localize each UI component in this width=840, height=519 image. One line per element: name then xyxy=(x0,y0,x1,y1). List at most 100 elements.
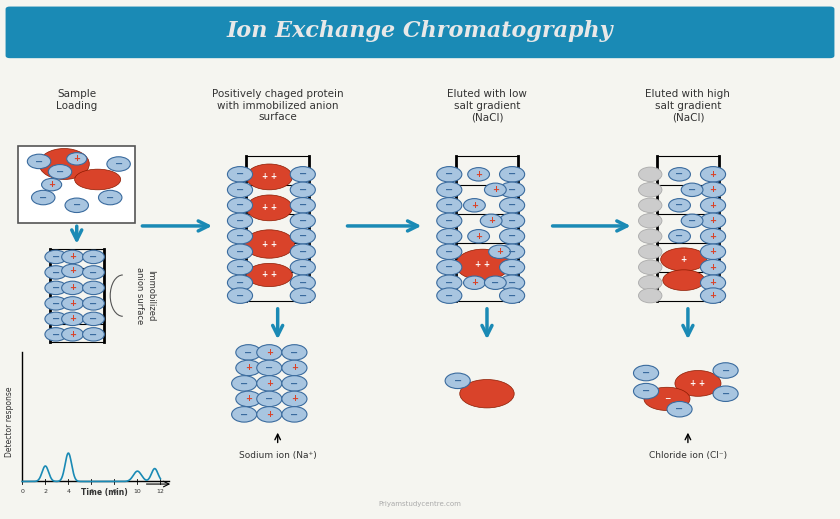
Text: +: + xyxy=(69,266,76,276)
Circle shape xyxy=(437,167,462,182)
Circle shape xyxy=(45,327,66,341)
Text: +: + xyxy=(245,394,252,403)
Circle shape xyxy=(291,198,315,213)
Text: −: − xyxy=(642,368,650,378)
Circle shape xyxy=(713,386,738,402)
Text: −: − xyxy=(675,404,684,414)
Circle shape xyxy=(45,266,66,279)
Text: −: − xyxy=(236,262,244,272)
Circle shape xyxy=(489,245,511,258)
Text: −: − xyxy=(56,167,64,177)
Text: −: − xyxy=(722,389,730,399)
Text: +: + xyxy=(475,170,482,179)
Text: Sodium ion (Na⁺): Sodium ion (Na⁺) xyxy=(239,450,317,459)
Text: −: − xyxy=(299,169,307,180)
Circle shape xyxy=(228,213,253,228)
Text: −: − xyxy=(52,330,60,339)
Circle shape xyxy=(437,260,462,275)
Text: −: − xyxy=(236,169,244,180)
Circle shape xyxy=(232,376,257,391)
Circle shape xyxy=(45,281,66,295)
Text: −: − xyxy=(52,314,60,324)
Circle shape xyxy=(638,183,662,197)
Text: −: − xyxy=(299,262,307,272)
Text: 8: 8 xyxy=(113,489,117,494)
Circle shape xyxy=(500,260,525,275)
Ellipse shape xyxy=(455,249,510,280)
Circle shape xyxy=(701,244,726,260)
Circle shape xyxy=(232,406,257,422)
Text: + +: + + xyxy=(262,172,277,182)
Ellipse shape xyxy=(246,263,292,286)
Ellipse shape xyxy=(661,248,706,271)
FancyBboxPatch shape xyxy=(18,146,135,223)
Text: +: + xyxy=(496,247,503,256)
Circle shape xyxy=(65,198,88,212)
Circle shape xyxy=(61,250,83,264)
Circle shape xyxy=(701,167,726,182)
Circle shape xyxy=(500,288,525,304)
Circle shape xyxy=(45,297,66,310)
Text: −: − xyxy=(508,185,516,195)
Circle shape xyxy=(480,214,502,227)
Text: −: − xyxy=(299,200,307,210)
Circle shape xyxy=(638,167,662,182)
Circle shape xyxy=(681,214,703,227)
Text: −: − xyxy=(89,330,97,339)
Circle shape xyxy=(464,199,486,212)
Text: −: − xyxy=(89,283,97,293)
Circle shape xyxy=(228,275,253,291)
Circle shape xyxy=(236,345,261,360)
Circle shape xyxy=(228,167,253,182)
Text: −: − xyxy=(299,185,307,195)
Text: Detector response: Detector response xyxy=(5,387,14,457)
Text: +: + xyxy=(710,278,717,287)
Ellipse shape xyxy=(39,148,89,180)
Text: +: + xyxy=(710,170,717,179)
Text: −: − xyxy=(445,278,454,288)
Circle shape xyxy=(282,376,307,391)
Text: +: + xyxy=(69,252,76,262)
Text: −: − xyxy=(299,278,307,288)
Text: −: − xyxy=(642,386,650,396)
Text: −: − xyxy=(508,200,516,210)
Text: + +: + + xyxy=(262,239,277,249)
Text: +: + xyxy=(710,291,717,300)
Circle shape xyxy=(667,402,692,417)
Circle shape xyxy=(236,360,261,376)
Text: −: − xyxy=(445,247,454,257)
Text: 0: 0 xyxy=(20,489,24,494)
Ellipse shape xyxy=(644,387,690,411)
Circle shape xyxy=(437,198,462,213)
Circle shape xyxy=(61,264,83,278)
Text: −: − xyxy=(688,185,696,195)
Text: −: − xyxy=(52,267,60,278)
Circle shape xyxy=(282,406,307,422)
Circle shape xyxy=(500,228,525,244)
Circle shape xyxy=(228,260,253,275)
Text: 10: 10 xyxy=(134,489,141,494)
Circle shape xyxy=(633,365,659,381)
Text: +: + xyxy=(48,180,55,189)
Circle shape xyxy=(61,312,83,325)
Text: +: + xyxy=(471,201,478,210)
Text: −: − xyxy=(508,278,516,288)
Circle shape xyxy=(701,275,726,291)
Ellipse shape xyxy=(244,230,294,258)
Text: −: − xyxy=(236,231,244,241)
Text: −: − xyxy=(35,156,43,167)
Circle shape xyxy=(638,260,662,275)
Circle shape xyxy=(32,190,55,205)
Circle shape xyxy=(82,297,104,310)
Text: −: − xyxy=(114,159,123,169)
Circle shape xyxy=(61,297,83,310)
Circle shape xyxy=(701,288,726,304)
Circle shape xyxy=(82,327,104,341)
Text: −: − xyxy=(299,291,307,301)
Circle shape xyxy=(701,260,726,275)
Text: Priyamstudycentre.com: Priyamstudycentre.com xyxy=(379,501,461,507)
Text: −: − xyxy=(52,298,60,308)
Text: −: − xyxy=(265,394,273,404)
Circle shape xyxy=(82,266,104,279)
Circle shape xyxy=(107,157,130,171)
